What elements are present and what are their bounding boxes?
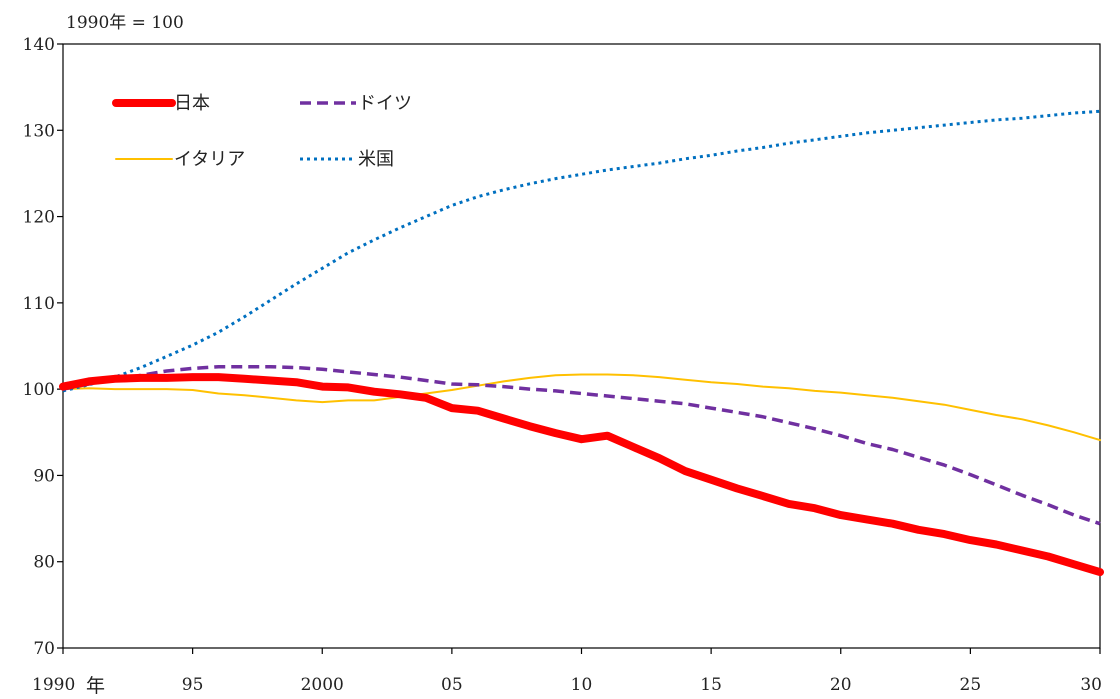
x-tick-label: 20 — [830, 675, 852, 695]
y-tick-label: 80 — [33, 553, 55, 573]
x-tick-label: 2000 — [301, 675, 344, 695]
y-tick-label: 110 — [23, 294, 55, 314]
y-tick-label: 70 — [33, 639, 55, 659]
x-unit-label: 年 — [86, 675, 105, 697]
x-tick-label: 30 — [1080, 675, 1102, 695]
y-tick-label: 120 — [23, 208, 55, 228]
y-tick-label: 140 — [23, 35, 55, 55]
series-line-germany — [62, 364, 1101, 526]
x-start-label: 1990 — [32, 675, 75, 695]
x-axis: 95 2000 05 10 15 20 25 30 — [62, 648, 1102, 695]
y-axis: 70 80 90 100 110 120 130 140 — [23, 35, 63, 659]
legend-label-japan: 日本 — [174, 93, 210, 114]
y-tick-label: 90 — [33, 466, 55, 486]
x-tick-label: 15 — [700, 675, 722, 695]
series-layer — [59, 109, 1104, 577]
y-tick-label: 130 — [23, 121, 55, 141]
x-tick-label: 10 — [571, 675, 593, 695]
series-line-japan — [59, 373, 1104, 577]
legend-label-germany: ドイツ — [358, 93, 412, 114]
x-tick-label: 05 — [441, 675, 463, 695]
y-tick-label: 100 — [23, 380, 55, 400]
legend-label-us: 米国 — [358, 149, 394, 170]
x-tick-label: 95 — [182, 675, 204, 695]
plot-area-frame — [62, 43, 1101, 649]
legend-label-italy: イタリア — [174, 149, 245, 170]
unit-label: 1990年 = 100 — [66, 13, 184, 33]
x-tick-label: 25 — [960, 675, 982, 695]
series-line-italy — [62, 373, 1101, 442]
